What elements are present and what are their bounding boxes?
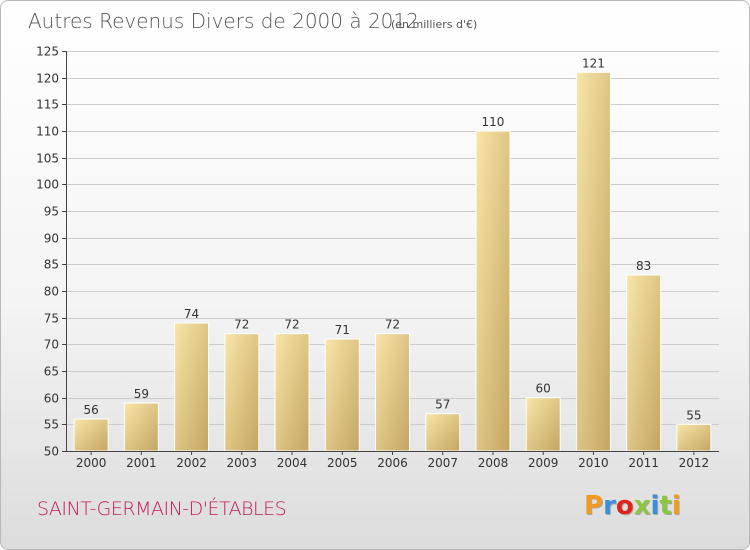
bar-value-label: 59 bbox=[134, 387, 149, 401]
chart-subtitle: (en milliers d'€) bbox=[391, 18, 478, 31]
y-tick-label: 100 bbox=[36, 178, 59, 192]
bar bbox=[626, 274, 662, 452]
bar-value-label: 72 bbox=[234, 318, 249, 332]
bar-value-label: 74 bbox=[184, 307, 199, 321]
x-tick-label: 2005 bbox=[327, 456, 358, 470]
y-tick-label: 55 bbox=[44, 418, 59, 432]
bar bbox=[224, 333, 260, 452]
bar-value-label: 110 bbox=[482, 115, 505, 129]
bar-value-label: 83 bbox=[636, 259, 651, 273]
logo-letter: i bbox=[650, 491, 660, 521]
commune-name: SAINT-GERMAIN-D'ÉTABLES bbox=[37, 498, 287, 520]
bar bbox=[274, 333, 310, 452]
bar bbox=[123, 402, 159, 452]
y-tick-label: 115 bbox=[36, 98, 59, 112]
logo-letter: o bbox=[615, 491, 634, 521]
x-tick-label: 2003 bbox=[227, 456, 258, 470]
bar-value-label: 60 bbox=[536, 382, 551, 396]
x-tick-label: 2012 bbox=[679, 456, 710, 470]
x-tick-label: 2008 bbox=[478, 456, 509, 470]
y-tick-label: 60 bbox=[44, 392, 59, 406]
x-tick-label: 2002 bbox=[176, 456, 207, 470]
bar bbox=[575, 71, 611, 452]
x-tick-label: 2010 bbox=[578, 456, 609, 470]
y-tick-label: 75 bbox=[44, 312, 59, 326]
x-tick-label: 2004 bbox=[277, 456, 308, 470]
y-tick-label: 70 bbox=[44, 338, 59, 352]
bar bbox=[676, 423, 712, 452]
y-tick-label: 50 bbox=[44, 445, 59, 459]
logo-letter: r bbox=[603, 491, 616, 521]
logo-letter: i bbox=[671, 491, 681, 521]
y-tick-label: 65 bbox=[44, 365, 59, 379]
bar-value-label: 71 bbox=[335, 323, 350, 337]
bar bbox=[425, 413, 461, 452]
bar-value-label: 55 bbox=[686, 408, 701, 422]
y-tick-label: 80 bbox=[44, 285, 59, 299]
proxiti-logo: Proxiti bbox=[584, 491, 681, 521]
x-tick-label: 2000 bbox=[76, 456, 107, 470]
x-tick-label: 2007 bbox=[427, 456, 458, 470]
x-tick-label: 2001 bbox=[126, 456, 157, 470]
x-tick-label: 2006 bbox=[377, 456, 408, 470]
y-tick-label: 105 bbox=[36, 152, 59, 166]
bar-value-label: 72 bbox=[284, 318, 299, 332]
bar-value-label: 57 bbox=[435, 398, 450, 412]
y-tick-label: 90 bbox=[44, 232, 59, 246]
chart-title: Autres Revenus Divers de 2000 à 2012 bbox=[28, 9, 419, 33]
y-tick-label: 85 bbox=[44, 258, 59, 272]
logo-letter: x bbox=[633, 491, 651, 521]
y-tick-label: 110 bbox=[36, 125, 59, 139]
bar bbox=[174, 322, 210, 452]
bars: 56 59 74 72 72 71 72 57 110 60 121 83 55 bbox=[73, 56, 712, 452]
bar bbox=[525, 397, 561, 452]
y-tick-label: 125 bbox=[36, 45, 59, 59]
bar-value-label: 121 bbox=[582, 56, 605, 70]
bar bbox=[324, 338, 360, 452]
bar bbox=[475, 130, 511, 452]
x-tick-label: 2009 bbox=[528, 456, 559, 470]
bar bbox=[73, 418, 109, 452]
axes: 50 55 60 65 70 75 80 85 90 95 100 105 110 115 120 125 20… bbox=[36, 45, 719, 470]
x-tick-label: 2011 bbox=[628, 456, 659, 470]
y-tick-label: 95 bbox=[44, 205, 59, 219]
logo-letter: t bbox=[659, 491, 672, 521]
y-tick-label: 120 bbox=[36, 72, 59, 86]
bar-value-label: 72 bbox=[385, 318, 400, 332]
logo-letter: P bbox=[584, 491, 604, 521]
bar bbox=[375, 333, 410, 452]
bar-value-label: 56 bbox=[83, 403, 98, 417]
